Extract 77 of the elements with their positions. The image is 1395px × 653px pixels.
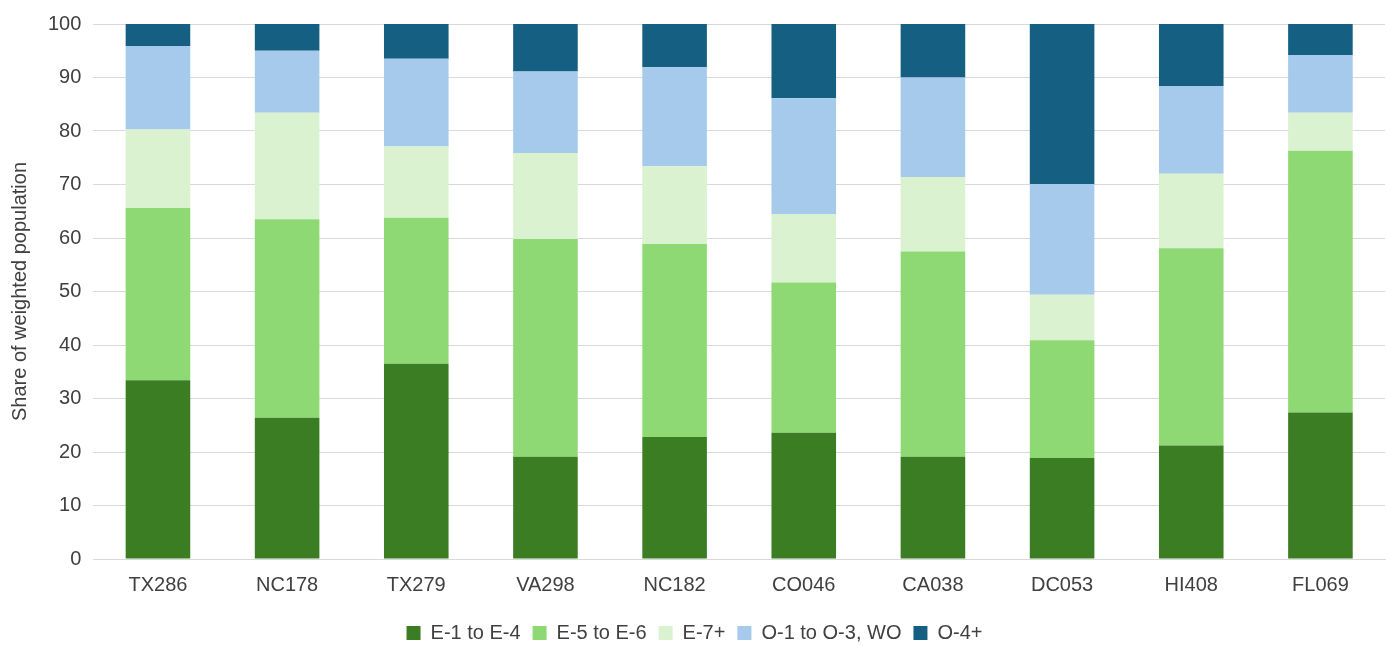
bar xyxy=(254,24,320,51)
bar xyxy=(254,219,320,418)
bar xyxy=(642,67,707,167)
y-tick-label: 60 xyxy=(59,225,82,248)
bar xyxy=(1288,55,1353,113)
x-tick-label: CO046 xyxy=(772,572,836,595)
bar xyxy=(125,129,191,209)
bar xyxy=(513,456,578,559)
bar xyxy=(771,282,837,433)
bar xyxy=(254,112,320,220)
bar xyxy=(642,243,707,438)
bar xyxy=(771,213,837,283)
bar xyxy=(513,239,578,457)
bar xyxy=(900,77,966,178)
x-tick-label: NC178 xyxy=(255,572,319,595)
y-tick-label: 20 xyxy=(59,439,82,462)
legend-label: E-1 to E-4 xyxy=(430,620,521,643)
bar xyxy=(1288,150,1353,413)
x-tick-label: FL069 xyxy=(1292,572,1349,595)
y-tick-label: 80 xyxy=(59,118,82,141)
x-tick-label: TX286 xyxy=(128,572,188,595)
x-tick-label: CA038 xyxy=(902,572,964,595)
x-tick-label: HI408 xyxy=(1164,572,1218,595)
bar xyxy=(254,50,320,113)
x-tick-label: DC053 xyxy=(1030,572,1094,595)
x-tick-label: TX279 xyxy=(386,572,446,595)
bar xyxy=(1158,445,1224,559)
bar xyxy=(642,437,707,559)
bar xyxy=(383,146,449,218)
y-tick-label: 50 xyxy=(59,279,82,302)
bar xyxy=(1029,183,1095,295)
bar xyxy=(1158,173,1224,249)
y-tick-label: 0 xyxy=(70,546,82,569)
bar xyxy=(513,71,578,153)
bar xyxy=(1158,248,1224,446)
bar xyxy=(1029,294,1095,341)
bar xyxy=(1288,112,1353,151)
legend-label: O-1 to O-3, WO xyxy=(761,620,902,643)
bar xyxy=(383,217,449,364)
y-axis-title: Share of weighted population xyxy=(7,161,30,422)
bar xyxy=(513,152,578,240)
bar xyxy=(383,58,449,147)
bar xyxy=(1158,24,1224,87)
bar xyxy=(125,380,191,559)
bar xyxy=(125,208,191,381)
bar xyxy=(642,24,707,68)
y-tick-label: 100 xyxy=(47,11,82,34)
bar xyxy=(900,456,966,559)
bar xyxy=(383,24,449,59)
bar xyxy=(900,177,966,252)
bar xyxy=(383,363,449,559)
bar xyxy=(1029,457,1095,559)
bar xyxy=(513,24,578,72)
bar xyxy=(771,98,837,214)
x-tick-label: VA298 xyxy=(516,572,575,595)
y-tick-label: 30 xyxy=(59,386,82,409)
y-tick-label: 10 xyxy=(59,493,82,516)
bar xyxy=(125,24,191,46)
bar xyxy=(254,417,320,559)
y-tick-label: 40 xyxy=(59,332,82,355)
bar xyxy=(1029,24,1095,184)
x-tick-label: NC182 xyxy=(643,572,706,595)
legend-label: O-4+ xyxy=(937,620,983,643)
bar xyxy=(1029,340,1095,458)
legend-label: E-7+ xyxy=(682,620,726,643)
legend-label: E-5 to E-6 xyxy=(556,620,647,643)
bar xyxy=(642,166,707,244)
y-tick-label: 70 xyxy=(59,172,82,195)
bar xyxy=(900,24,966,78)
bar xyxy=(1288,24,1353,56)
bar xyxy=(125,45,191,130)
y-tick-label: 90 xyxy=(59,65,82,88)
bar xyxy=(771,432,837,559)
bar xyxy=(1288,412,1353,559)
bar xyxy=(900,251,966,457)
bar xyxy=(1158,86,1224,174)
bar xyxy=(771,24,837,99)
